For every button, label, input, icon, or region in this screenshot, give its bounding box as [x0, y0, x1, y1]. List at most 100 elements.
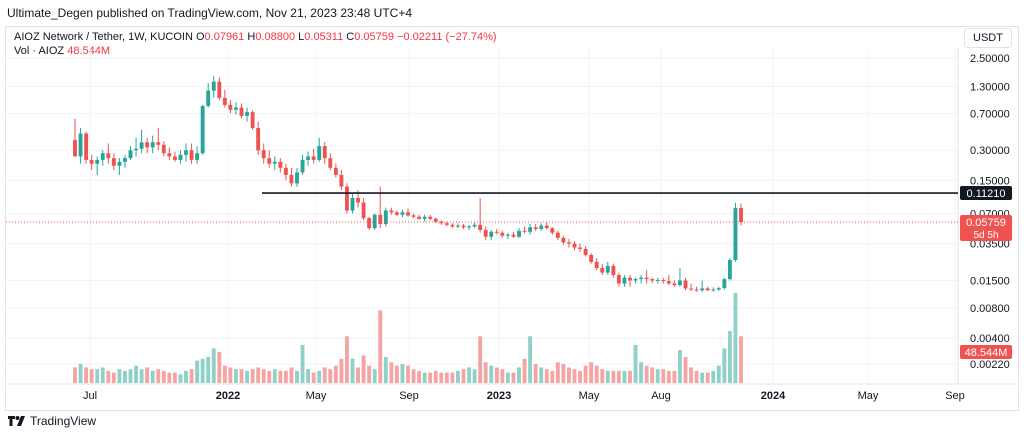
- candle-body: [189, 150, 194, 160]
- x-tick-label: Sep: [945, 390, 965, 402]
- volume-bar: [478, 336, 483, 383]
- candle-body: [267, 158, 272, 164]
- volume-bar: [383, 357, 388, 383]
- symbol-title[interactable]: AIOZ Network / Tether, 1W, KUCOIN: [14, 31, 193, 43]
- volume-bar: [733, 293, 738, 383]
- volume-bar: [111, 372, 116, 383]
- volume-bar: [678, 350, 682, 383]
- candle-body: [644, 277, 649, 280]
- volume-bar: [689, 367, 693, 383]
- volume-bar: [73, 367, 77, 383]
- x-tick-label: 2023: [487, 390, 511, 402]
- volume-bar: [522, 358, 527, 383]
- volume-bar: [322, 367, 327, 383]
- volume-bar: [600, 369, 605, 383]
- volume-bar: [483, 362, 488, 383]
- volume-bar: [267, 370, 272, 383]
- candle-body: [89, 159, 94, 164]
- candle-body: [150, 142, 155, 148]
- candle-body: [389, 210, 394, 213]
- volume-bar: [245, 370, 249, 383]
- volume-bar: [450, 372, 455, 383]
- candle-body: [261, 150, 266, 159]
- volume-bar: [505, 372, 510, 383]
- candle-body: [406, 212, 410, 216]
- currency-unit-button[interactable]: USDT: [964, 28, 1012, 48]
- volume-bar: [123, 370, 127, 383]
- candle-body: [339, 174, 344, 187]
- volume-bar: [289, 367, 294, 383]
- footer-brand[interactable]: TradingView: [8, 414, 96, 428]
- candle-body: [134, 148, 138, 151]
- volume-bar: [394, 365, 399, 383]
- volume-bar: [339, 358, 344, 383]
- x-tick-label: Sep: [399, 390, 419, 402]
- candle-body: [167, 153, 172, 157]
- volume-bar: [622, 370, 627, 383]
- volume-bar: [195, 360, 200, 383]
- volume-bar: [666, 370, 671, 383]
- candle-body: [500, 232, 505, 236]
- low-value: 0.05311: [304, 31, 344, 43]
- candle-body: [73, 139, 77, 157]
- candle-body: [722, 279, 727, 289]
- candle-body: [283, 167, 288, 175]
- volume-bar: [417, 370, 422, 383]
- candle-body: [278, 161, 283, 168]
- candle-body: [694, 289, 699, 291]
- candle-body: [367, 218, 372, 229]
- candle-body: [633, 279, 638, 281]
- candle-body: [561, 237, 566, 243]
- volume-bar: [350, 358, 355, 383]
- candle-body: [128, 150, 133, 159]
- volume-bar: [578, 370, 582, 383]
- volume-bar: [511, 372, 516, 383]
- candle-body: [272, 161, 277, 164]
- volume-bar: [705, 372, 710, 383]
- candle-body: [417, 216, 422, 219]
- volume-bar: [539, 367, 544, 383]
- volume-bar: [406, 365, 410, 383]
- candle-body: [661, 279, 666, 282]
- candle-body: [511, 234, 516, 237]
- volume-bar: [256, 367, 261, 383]
- candle-body: [622, 277, 627, 284]
- x-tick-label: Jul: [83, 390, 97, 402]
- volume-bar: [161, 370, 166, 383]
- candle-body: [683, 280, 688, 289]
- volume-bar: [78, 363, 83, 383]
- volume-bar: [239, 369, 244, 383]
- last-price-label: 0.05759: [966, 217, 1006, 229]
- volume-bar: [189, 369, 194, 383]
- candle-body: [505, 234, 510, 236]
- candle-body: [467, 226, 471, 228]
- candle-body: [689, 288, 693, 290]
- candle-body: [161, 144, 166, 154]
- last-price-tag: [960, 214, 1012, 241]
- candle-body: [555, 232, 560, 238]
- candle-body: [100, 153, 105, 160]
- volume-bar: [694, 370, 699, 383]
- volume-label[interactable]: Vol · AIOZ: [14, 45, 65, 57]
- volume-bar: [489, 365, 494, 383]
- candle-body: [528, 227, 533, 232]
- volume-bar: [272, 369, 277, 383]
- candle-body: [239, 107, 244, 116]
- candle-body: [345, 186, 349, 211]
- candle-body: [300, 159, 305, 173]
- candle-body: [78, 133, 83, 157]
- y-tick-label: 0.00220: [970, 359, 1010, 371]
- volume-bar: [739, 336, 743, 383]
- volume-bar: [544, 369, 549, 383]
- volume-bar: [378, 310, 383, 383]
- candle-body: [322, 146, 327, 159]
- publisher-header: Ultimate_Degen published on TradingView.…: [7, 6, 413, 20]
- candle-body: [411, 215, 416, 217]
- candle-body: [550, 228, 555, 233]
- candle-body: [289, 174, 294, 184]
- candle-body: [195, 153, 200, 160]
- candle-body: [172, 156, 177, 160]
- candle-body: [217, 81, 222, 98]
- candle-body: [84, 133, 89, 160]
